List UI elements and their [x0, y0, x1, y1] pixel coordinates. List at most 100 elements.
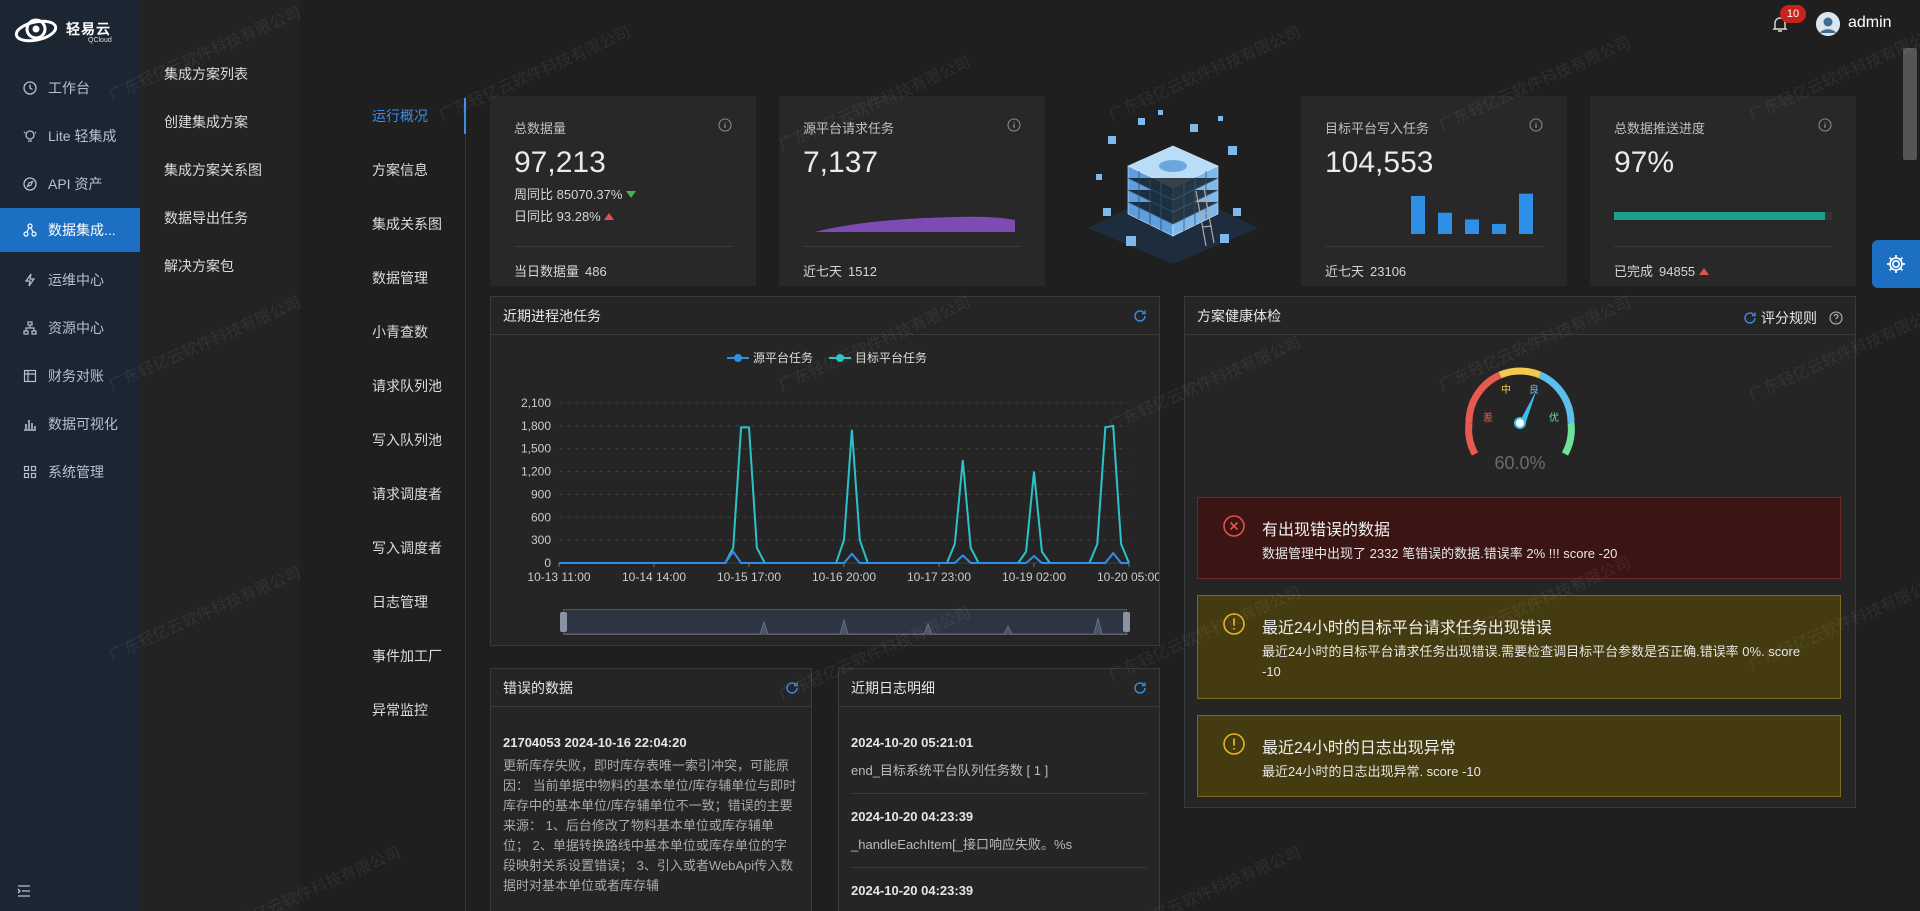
card-title: 目标平台写入任务: [1325, 121, 1430, 136]
log-message: _handleEachItem[_接口响应失败。%s: [851, 837, 1073, 852]
clock-icon: [22, 80, 38, 96]
wow-value: 85070.37%: [556, 187, 623, 202]
refresh-icon[interactable]: [1133, 681, 1147, 695]
legend-item-target[interactable]: 目标平台任务: [829, 349, 927, 366]
tab-event-factory[interactable]: 事件加工厂: [372, 648, 442, 664]
tab-data-management[interactable]: 数据管理: [372, 270, 428, 286]
menu-collapse-icon[interactable]: [16, 883, 32, 899]
tab-exception-monitor[interactable]: 异常监控: [372, 702, 428, 718]
info-icon[interactable]: [1818, 118, 1832, 132]
brand-name: 轻易云: [66, 20, 111, 37]
share-nodes-icon: [22, 222, 38, 238]
nav-item-resources[interactable]: 资源中心: [0, 306, 140, 350]
alert-desc: 数据管理中出现了 2332 笔错误的数据.错误率 2% !!! score -2…: [1262, 546, 1618, 561]
zoom-handle-right[interactable]: [1123, 612, 1130, 632]
nav-item-label: 运维中心: [48, 272, 104, 288]
y-tick-label: 1,500: [521, 442, 551, 456]
log-time: 2024-10-20 05:21:01: [851, 735, 974, 750]
series-line-target: [559, 424, 1130, 564]
tab-logs[interactable]: 日志管理: [372, 594, 428, 610]
compass-icon: [22, 176, 38, 192]
nav-item-api[interactable]: API 资产: [0, 162, 140, 206]
nav-item-data-integration[interactable]: 数据集成...: [0, 208, 140, 252]
divider: [851, 867, 1147, 868]
card-title: 源平台请求任务: [803, 121, 895, 136]
trend-up-icon: [1698, 268, 1709, 275]
alert-desc: 最近24小时的日志出现异常. score -10: [1262, 764, 1481, 779]
nav-item-workbench[interactable]: 工作台: [0, 66, 140, 110]
process-pool-chart-panel: 近期进程池任务 源平台任务 目标平台任务 2,100 1,800 1,500 1,20…: [490, 296, 1160, 646]
tab-data-query[interactable]: 小青查数: [372, 324, 428, 340]
nav-item-label: API 资产: [48, 176, 103, 192]
zoom-handle-left[interactable]: [560, 612, 567, 632]
dod-value: 93.28%: [556, 209, 601, 224]
nav-item-finance[interactable]: 财务对账: [0, 354, 140, 398]
nav-item-label: Lite 轻集成: [48, 128, 117, 144]
y-tick-label: 300: [531, 533, 551, 547]
dod-label: 日同比: [514, 209, 554, 224]
info-icon[interactable]: [718, 118, 732, 132]
info-icon[interactable]: [1529, 118, 1543, 132]
scoring-rules-link[interactable]: 评分规则: [1743, 308, 1843, 328]
alert-title: 最近24小时的日志出现异常: [1262, 740, 1456, 757]
grid-icon: [22, 464, 38, 480]
progress-track: [1614, 212, 1832, 220]
username[interactable]: admin: [1848, 14, 1892, 31]
help-icon: [1829, 311, 1843, 325]
tab-write-scheduler[interactable]: 写入调度者: [372, 540, 442, 556]
refresh-icon[interactable]: [785, 681, 799, 695]
refresh-icon[interactable]: [1133, 309, 1147, 323]
tab-solution-info[interactable]: 方案信息: [372, 162, 428, 178]
settings-button[interactable]: [1872, 240, 1920, 288]
tab-overview[interactable]: 运行概况: [372, 108, 428, 124]
foot-value: 1512: [848, 264, 877, 279]
gauge-label-poor: 差: [1483, 411, 1493, 424]
health-gauge: 差 中 良 优 60.0%: [1465, 367, 1575, 473]
error-entry[interactable]: 21704053 2024-10-16 22:04:20 更新库存失败，即时库存…: [503, 735, 797, 896]
foot-label: 已完成: [1614, 264, 1654, 279]
log-time: 2024-10-20 04:23:39: [851, 883, 974, 898]
nav-item-lite[interactable]: Lite 轻集成: [0, 114, 140, 158]
mini-bar: [1438, 212, 1452, 234]
y-tick-label: 1,200: [521, 465, 551, 479]
active-tab-indicator: [464, 98, 466, 134]
card-title: 总数据量: [514, 121, 567, 136]
tab-write-queue[interactable]: 写入队列池: [372, 432, 442, 448]
nav-item-label: 数据集成...: [48, 222, 116, 238]
wow-label: 周同比: [514, 187, 554, 202]
x-tick-label: 10-17 23:00: [907, 570, 971, 584]
nav-item-system[interactable]: 系统管理: [0, 450, 140, 494]
log-entry[interactable]: 2024-10-20 05:21:01 end_目标系统平台队列任务数 [ 1 …: [851, 735, 1147, 779]
nav-item-label: 资源中心: [48, 320, 104, 336]
submenu-item-create-solution[interactable]: 创建集成方案: [164, 114, 248, 130]
tab-relation-map[interactable]: 集成关系图: [372, 216, 442, 232]
chart-zoom-slider[interactable]: [560, 609, 1130, 635]
submenu-item-export-tasks[interactable]: 数据导出任务: [164, 210, 248, 226]
warning-icon: [1223, 733, 1245, 755]
alert-title: 有出现错误的数据: [1262, 522, 1391, 539]
error-data-panel: 错误的数据 21704053 2024-10-16 22:04:20 更新库存失…: [490, 668, 812, 911]
brand-logo[interactable]: 轻易云 QCloud: [14, 14, 112, 48]
avatar[interactable]: [1816, 12, 1840, 36]
x-tick-label: 10-15 17:00: [717, 570, 781, 584]
submenu-item-solution-packages[interactable]: 解决方案包: [164, 258, 234, 274]
legend-item-source[interactable]: 源平台任务: [727, 349, 813, 366]
nav-item-visualization[interactable]: 数据可视化: [0, 402, 140, 446]
info-icon[interactable]: [1007, 118, 1021, 132]
log-entry[interactable]: 2024-10-20 04:23:39 _handleEachItem[_接口响…: [851, 809, 1147, 853]
nav-item-ops[interactable]: 运维中心: [0, 258, 140, 302]
card-value: 7,137: [803, 146, 879, 179]
tab-request-queue[interactable]: 请求队列池: [372, 378, 442, 394]
y-tick-label: 0: [544, 556, 551, 570]
page-scrollbar[interactable]: [1903, 48, 1917, 160]
log-entry[interactable]: 2024-10-20 04:23:39: [851, 883, 1147, 898]
submenu-item-solution-list[interactable]: 集成方案列表: [164, 66, 248, 82]
card-value: 97%: [1614, 146, 1675, 179]
submenu-item-relation-map[interactable]: 集成方案关系图: [164, 162, 262, 178]
y-tick-label: 600: [531, 510, 551, 524]
nav-item-label: 财务对账: [48, 368, 104, 384]
health-check-panel: 方案健康体检 评分规则 差 中 良 优 60.0% 有出现错误的数据 数据管理中…: [1184, 296, 1856, 808]
refresh-icon: [1744, 312, 1756, 324]
trend-up-icon: [604, 213, 615, 220]
tab-request-scheduler[interactable]: 请求调度者: [372, 486, 442, 502]
